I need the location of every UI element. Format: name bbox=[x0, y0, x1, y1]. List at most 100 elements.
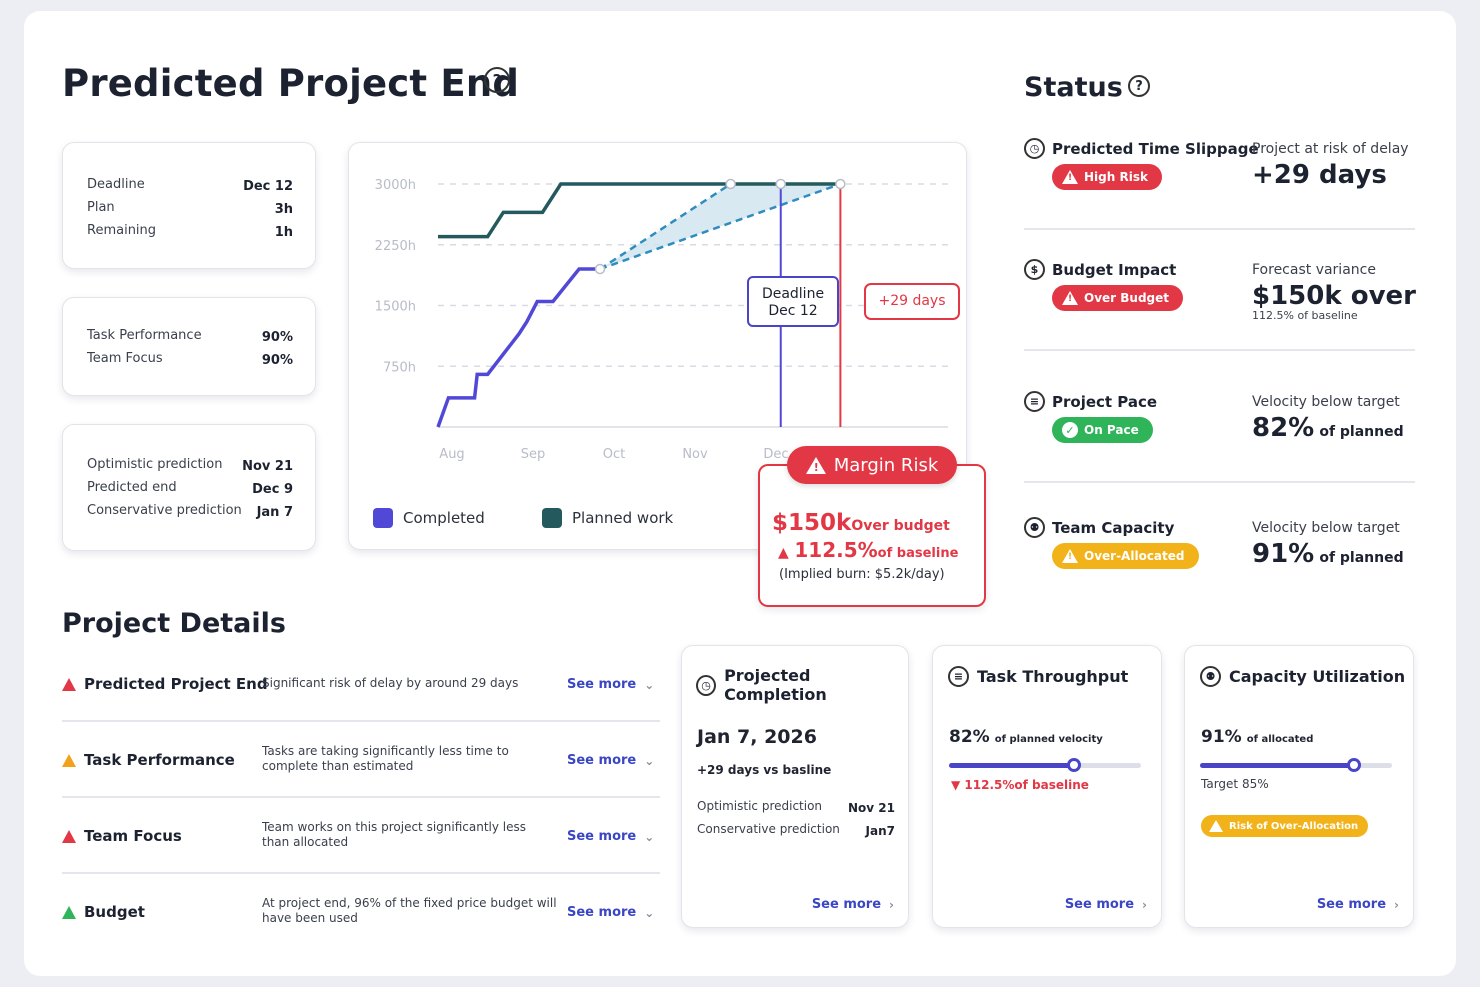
x-tick-label: Nov bbox=[682, 447, 708, 462]
chevron-down-icon: ⌄ bbox=[644, 677, 655, 692]
detail-item-description: Significant risk of delay by around 29 d… bbox=[262, 676, 562, 691]
chart-x-ticks: Aug Sep Oct Nov Dec bbox=[439, 447, 788, 462]
capacity-fill bbox=[1200, 763, 1354, 768]
warning-icon bbox=[62, 677, 76, 691]
detail-desc-line-2: than allocated bbox=[262, 835, 349, 849]
conservative-value: Jan 7 bbox=[256, 505, 293, 520]
predicted-end-value: Dec 9 bbox=[252, 482, 293, 497]
capacity-knob[interactable] bbox=[1346, 758, 1361, 772]
team-icon: ⚉ bbox=[1024, 517, 1045, 538]
details-title: Project Details bbox=[62, 608, 286, 639]
warning-icon: ! bbox=[1062, 291, 1078, 305]
status-divider bbox=[1024, 481, 1415, 483]
detail-item-title: Predicted Project End bbox=[84, 675, 268, 693]
detail-desc-line-1: Significant risk of delay by around 29 d… bbox=[262, 676, 519, 690]
detail-desc-line-1: At project end, 96% of the fixed price b… bbox=[262, 896, 557, 910]
warning-icon: ! bbox=[1062, 170, 1078, 184]
projection-points bbox=[594, 178, 846, 275]
detail-see-more-label: See more bbox=[567, 905, 637, 920]
status-item-title: Predicted Time Slippage bbox=[1052, 139, 1259, 158]
status-metric-value-row: 91% of planned bbox=[1252, 539, 1404, 569]
deadline-callout-date: Dec 12 bbox=[768, 303, 818, 319]
detail-see-more[interactable]: See more ⌄ bbox=[567, 753, 654, 768]
completion-see-more[interactable]: See more › bbox=[812, 897, 894, 912]
margin-risk-percent-row: ▲ 112.5%of baseline bbox=[778, 538, 958, 562]
projected-completion-title: Projected Completion bbox=[724, 666, 827, 704]
plan-value: 3h bbox=[274, 202, 293, 217]
check-icon: ✓ bbox=[1062, 422, 1078, 438]
detail-desc-line-2: have been used bbox=[262, 911, 358, 925]
status-item-title-row: ≡ Project Pace bbox=[1024, 391, 1157, 412]
detail-item-description: Team works on this project significantly… bbox=[262, 820, 562, 850]
task-throughput-title: Task Throughput bbox=[977, 667, 1129, 686]
status-metric-label: Project at risk of delay bbox=[1252, 141, 1409, 157]
throughput-see-more[interactable]: See more › bbox=[1065, 897, 1147, 912]
chart-y-ticks: 3000h 2250h 1500h 750h bbox=[375, 178, 416, 375]
completed-line bbox=[436, 267, 600, 428]
status-metric-note: 112.5% of baseline bbox=[1252, 309, 1358, 322]
plan-label: Plan bbox=[87, 200, 115, 215]
remaining-value: 1h bbox=[274, 225, 293, 240]
deadline-value: Dec 12 bbox=[243, 179, 293, 194]
status-badge: ! Over Budget bbox=[1052, 285, 1184, 311]
capacity-track bbox=[1200, 758, 1392, 772]
detail-item-description: At project end, 96% of the fixed price b… bbox=[262, 896, 562, 926]
capacity-value-row: 91% of allocated bbox=[1201, 727, 1313, 747]
detail-desc-line-1: Tasks are taking significantly less time… bbox=[262, 744, 509, 758]
status-metric-suffix: of planned bbox=[1319, 550, 1404, 566]
throughput-knob[interactable] bbox=[1066, 758, 1081, 772]
status-metric-value: $150k over bbox=[1252, 281, 1416, 311]
status-help-icon[interactable]: ? bbox=[1128, 75, 1150, 97]
warning-icon bbox=[62, 753, 76, 767]
team-focus-label: Team Focus bbox=[87, 351, 163, 366]
status-item-title: Budget Impact bbox=[1052, 260, 1177, 279]
optimistic-label: Optimistic prediction bbox=[87, 457, 223, 472]
capacity-see-more[interactable]: See more › bbox=[1317, 897, 1399, 912]
detail-see-more[interactable]: See more ⌄ bbox=[567, 677, 654, 692]
throughput-track bbox=[949, 758, 1141, 772]
capacity-title: Capacity Utilization bbox=[1229, 667, 1406, 686]
projection-point bbox=[835, 178, 846, 190]
detail-see-more-label: See more bbox=[567, 753, 637, 768]
help-icon[interactable]: ? bbox=[484, 67, 510, 93]
detail-see-more[interactable]: See more ⌄ bbox=[567, 829, 654, 844]
legend-completed-label: Completed bbox=[403, 509, 485, 527]
chevron-right-icon: › bbox=[1394, 897, 1399, 912]
task-throughput-title-row: ≡ Task Throughput bbox=[948, 666, 1128, 687]
warning-icon: ! bbox=[1062, 549, 1078, 563]
status-badge: ! High Risk bbox=[1052, 164, 1162, 190]
throughput-see-more-label: See more bbox=[1064, 897, 1135, 912]
predictions-card: Optimistic prediction Nov 21 Predicted e… bbox=[62, 424, 316, 551]
detail-divider bbox=[62, 872, 660, 874]
status-item-title-row: ◷ Predicted Time Slippage bbox=[1024, 138, 1259, 159]
detail-divider bbox=[62, 720, 660, 722]
capacity-target: Target 85% bbox=[1201, 777, 1269, 791]
chevron-down-icon: ⌄ bbox=[644, 753, 655, 768]
projection-point bbox=[725, 178, 736, 190]
capacity-risk-badge-label: Risk of Over-Allocation bbox=[1229, 820, 1359, 832]
x-tick-label: Oct bbox=[603, 447, 625, 462]
margin-risk-amount: $150k bbox=[772, 510, 852, 536]
team-focus-value: 90% bbox=[261, 353, 293, 368]
y-tick-label: 3000h bbox=[375, 178, 416, 193]
detail-item-title-row: Budget bbox=[62, 903, 145, 921]
warning-icon: ! bbox=[805, 456, 826, 474]
margin-risk-amount-row: $150kOver budget bbox=[772, 510, 950, 536]
x-tick-label: Sep bbox=[521, 447, 546, 462]
schedule-card: Deadline Dec 12 Plan 3h Remaining 1h bbox=[62, 142, 316, 269]
detail-item-title-row: Predicted Project End bbox=[62, 675, 268, 693]
optimistic-value: Nov 21 bbox=[242, 459, 293, 474]
down-arrow-icon: ▼ bbox=[951, 778, 961, 792]
detail-see-more[interactable]: See more ⌄ bbox=[567, 905, 654, 920]
detail-item-description: Tasks are taking significantly less time… bbox=[262, 744, 562, 774]
planned-swatch bbox=[542, 508, 562, 528]
task-performance-label: Task Performance bbox=[87, 328, 202, 343]
chevron-right-icon: › bbox=[1142, 897, 1147, 912]
completion-optimistic-value: Nov 21 bbox=[848, 801, 895, 815]
performance-card: Task Performance 90% Team Focus 90% bbox=[62, 297, 316, 396]
status-metric-value: 82% bbox=[1252, 413, 1315, 443]
throughput-note-row: ▼ 112.5%of baseline bbox=[951, 778, 1089, 792]
throughput-suffix: of planned velocity bbox=[994, 734, 1103, 745]
throughput-value: 82% bbox=[949, 727, 990, 747]
up-arrow-icon: ▲ bbox=[778, 545, 789, 561]
